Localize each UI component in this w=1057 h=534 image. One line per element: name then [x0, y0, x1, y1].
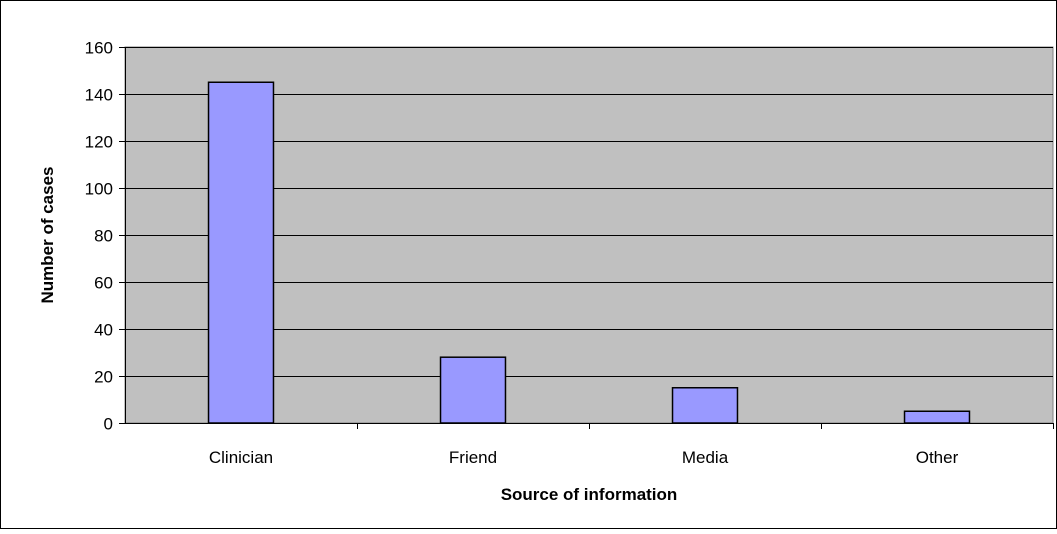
- x-tick-label: Other: [916, 448, 959, 467]
- bar-other: [903, 410, 971, 424]
- bar-friend: [439, 356, 507, 424]
- y-tick-label: 0: [104, 415, 113, 434]
- y-axis-title: Number of cases: [38, 167, 57, 304]
- x-tick-labels: Clinician Friend Media Other: [209, 448, 959, 467]
- x-tick-label: Friend: [449, 448, 497, 467]
- y-tick-label: 40: [94, 321, 113, 340]
- y-tick-label: 60: [94, 274, 113, 293]
- y-tick-label: 140: [85, 86, 113, 105]
- y-tick-label: 80: [94, 227, 113, 246]
- bar-media: [671, 387, 739, 424]
- gridlines: [125, 47, 1053, 377]
- y-tick-label: 20: [94, 368, 113, 387]
- x-axis-title: Source of information: [501, 485, 678, 504]
- y-tick-labels: 0 20 40 60 80 100 120 140 160: [85, 39, 113, 434]
- y-tick-label: 120: [85, 133, 113, 152]
- axes: [119, 47, 1054, 429]
- y-tick-label: 100: [85, 180, 113, 199]
- x-tick-label: Media: [682, 448, 729, 467]
- bars: [207, 81, 971, 424]
- bar-clinician: [207, 81, 275, 424]
- x-tick-label: Clinician: [209, 448, 273, 467]
- y-tick-label: 160: [85, 39, 113, 58]
